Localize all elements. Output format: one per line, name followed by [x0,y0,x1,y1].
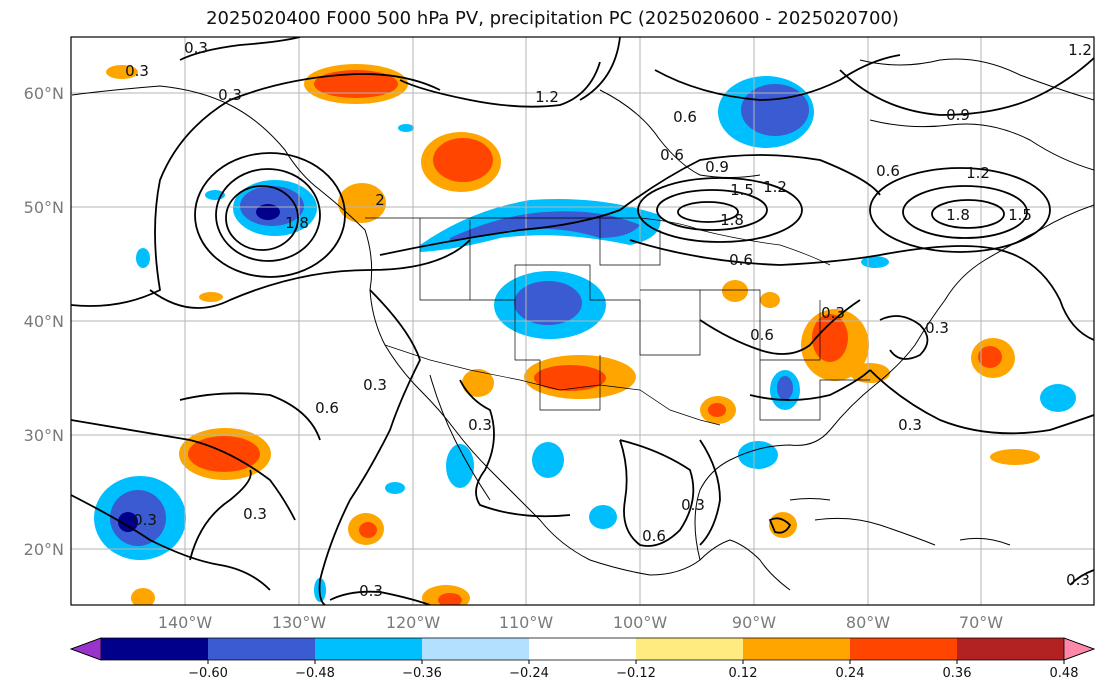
negative-anomaly-5 [94,476,186,560]
lon-label: 130°W [272,613,327,632]
contour-label: 0.6 [660,146,684,164]
contour-label: 1.2 [966,164,990,182]
contour-label: 0.3 [1066,571,1090,589]
colorbar-segment [422,638,530,660]
lon-label: 80°W [846,613,890,632]
positive-anomaly-13 [769,512,797,538]
lon-label: 110°W [499,613,554,632]
contour-label: 0.6 [876,162,900,180]
colorbar-segment [636,638,744,660]
contour-label: 0.6 [673,108,697,126]
contour-label: 0.3 [125,62,149,80]
contour-label: 1.8 [720,211,744,229]
pv-contours [71,37,1094,605]
lat-label: 40°N [24,312,64,331]
contour-label: 1.8 [946,206,970,224]
contour-label: 0.3 [681,496,705,514]
positive-anomaly-7 [722,280,780,308]
colorbar-segment [743,638,851,660]
colorbar: −0.60 −0.48 −0.36 −0.24 −0.12 0.12 0.24 0.36 0.4… [69,637,1096,681]
contour-label: 0.6 [315,399,339,417]
contour-label: 0.3 [925,319,949,337]
negative-anomaly-7 [136,124,1076,602]
lon-label: 120°W [386,613,441,632]
contour-labels: 0.3 0.3 0.3 1.2 1.2 0.6 0.6 0.9 1.2 0.9 … [125,39,1092,600]
contour-label: 0.6 [729,251,753,269]
colorbar-extend-low [69,637,102,661]
latitude-labels: 60°N 50°N 40°N 30°N 20°N [24,84,64,559]
contour-label: 2 [375,191,385,209]
contour-label: 1.2 [1068,41,1092,59]
colorbar-outline [69,637,1096,661]
positive-anomaly-3 [338,183,386,223]
positive-anomaly-12 [348,513,384,545]
contour-label: 0.3 [363,376,387,394]
colorbar-tick-label: −0.48 [295,666,335,681]
contour-label: 1.5 [730,181,754,199]
contour-label: 0.6 [750,326,774,344]
positive-anomaly-2 [421,132,501,192]
political-borders [365,217,870,426]
contour-label: 0.6 [642,527,666,545]
colorbar-segment [957,638,1065,660]
positive-anomaly-14 [106,65,470,605]
contour-label: 0.3 [243,505,267,523]
colorbar-tick-label: 0.24 [836,666,865,681]
graticule [71,37,1094,605]
contour-label: 0.9 [705,158,729,176]
negative-anomaly-3 [718,76,814,148]
contour-label: 0.3 [821,304,845,322]
positive-anomaly-5 [524,355,636,399]
colorbar-segment [101,638,209,660]
colorbar-tick-label: 0.48 [1050,666,1079,681]
lat-label: 30°N [24,426,64,445]
positive-anomaly-8 [801,309,890,383]
lat-label: 60°N [24,84,64,103]
colorbar-segment [315,638,423,660]
lon-label: 90°W [732,613,776,632]
colorbar-segment [208,638,316,660]
contour-label: 0.9 [946,106,970,124]
contour-label: 1.8 [285,214,309,232]
contour-label: 0.3 [133,511,157,529]
lat-label: 20°N [24,540,64,559]
colorbar-segment [850,638,958,660]
negative-anomaly-6 [770,370,800,410]
contour-label: 0.3 [898,416,922,434]
colorbar-tick-label: 0.36 [943,666,972,681]
colorbar-tick-label: −0.36 [402,666,442,681]
contour-label: 0.3 [359,582,383,600]
positive-anomaly-6 [462,369,494,397]
lat-label: 50°N [24,198,64,217]
colorbar-tick-label: 0.12 [729,666,758,681]
contour-label: 0.3 [184,39,208,57]
contour-label: 1.2 [535,88,559,106]
negative-anomaly-4 [494,271,606,339]
lon-label: 70°W [959,613,1003,632]
longitude-labels: 140°W 130°W 120°W 110°W 100°W 90°W 80°W … [158,613,1003,632]
plot-title: 2025020400 F000 500 hPa PV, precipitatio… [206,8,899,29]
positive-anomaly-9 [971,338,1015,378]
lon-label: 100°W [613,613,668,632]
contour-label: 1.2 [763,178,787,196]
colorbar-tick-label: −0.60 [188,666,228,681]
colorbar-tick-label: −0.12 [616,666,656,681]
positive-anomaly-1 [304,64,408,104]
positive-anomaly-11 [990,449,1040,465]
positive-anomaly-4 [179,428,271,480]
colorbar-segment [529,638,637,660]
colorbar-extend-high [1063,637,1096,661]
positive-anomaly-10 [700,396,736,424]
contour-label: 1.5 [1008,206,1032,224]
contour-label: 0.3 [218,86,242,104]
colorbar-tick-label: −0.24 [509,666,549,681]
contour-label: 0.3 [468,416,492,434]
lon-label: 140°W [158,613,213,632]
map-frame [70,36,1095,606]
